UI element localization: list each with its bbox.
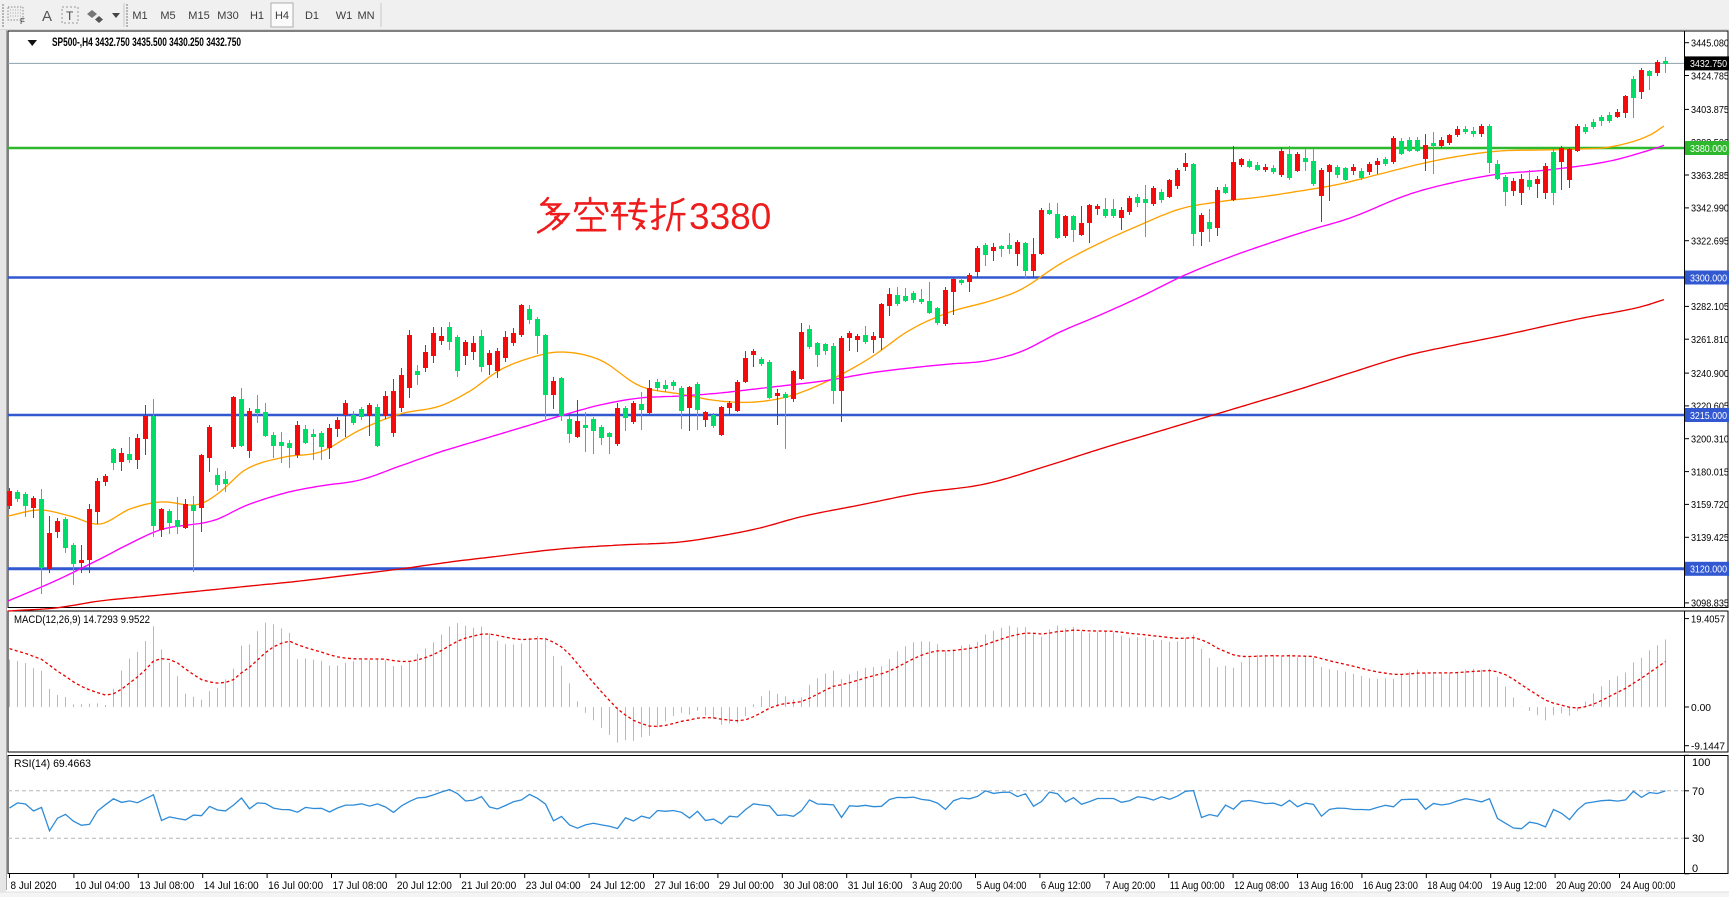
- svg-text:3 Aug 20:00: 3 Aug 20:00: [912, 880, 962, 892]
- svg-text:T: T: [66, 9, 74, 23]
- svg-text:30: 30: [1692, 833, 1704, 845]
- svg-text:20 Jul 12:00: 20 Jul 12:00: [397, 880, 452, 892]
- svg-text:3215.000: 3215.000: [1690, 410, 1727, 422]
- svg-text:13 Jul 08:00: 13 Jul 08:00: [139, 880, 194, 892]
- svg-text:MN: MN: [357, 10, 374, 22]
- svg-text:A: A: [42, 8, 52, 25]
- svg-text:31 Jul 16:00: 31 Jul 16:00: [848, 880, 903, 892]
- svg-text:18 Aug 04:00: 18 Aug 04:00: [1427, 880, 1482, 892]
- svg-text:24 Aug 00:00: 24 Aug 00:00: [1621, 880, 1676, 892]
- svg-text:17 Jul 08:00: 17 Jul 08:00: [333, 880, 388, 892]
- svg-text:3445.080: 3445.080: [1691, 38, 1729, 50]
- svg-text:3380: 3380: [689, 196, 771, 237]
- svg-text:RSI(14) 69.4663: RSI(14) 69.4663: [14, 758, 91, 770]
- svg-text:3282.105: 3282.105: [1691, 301, 1729, 313]
- svg-text:W1: W1: [336, 10, 353, 22]
- svg-text:-9.1447: -9.1447: [1691, 741, 1725, 753]
- svg-text:12 Aug 08:00: 12 Aug 08:00: [1234, 880, 1289, 892]
- svg-text:SP500-,H4 3432.750 3435.500 3: SP500-,H4 3432.750 3435.500 3430.250 343…: [52, 37, 241, 49]
- svg-text:D1: D1: [305, 10, 319, 22]
- svg-text:3098.835: 3098.835: [1691, 598, 1729, 610]
- svg-text:6 Aug 12:00: 6 Aug 12:00: [1041, 880, 1091, 892]
- svg-text:M30: M30: [217, 10, 238, 22]
- svg-text:M15: M15: [188, 10, 209, 22]
- svg-text:70: 70: [1692, 786, 1704, 798]
- svg-text:0: 0: [1692, 863, 1698, 875]
- svg-text:MACD(12,26,9) 14.7293 9.9522: MACD(12,26,9) 14.7293 9.9522: [14, 614, 150, 626]
- svg-text:3240.900: 3240.900: [1691, 368, 1729, 380]
- svg-text:100: 100: [1692, 757, 1710, 769]
- svg-text:14 Jul 16:00: 14 Jul 16:00: [204, 880, 259, 892]
- svg-text:3120.000: 3120.000: [1690, 564, 1727, 576]
- svg-text:M1: M1: [132, 10, 147, 22]
- svg-text:F: F: [20, 17, 25, 26]
- svg-text:3139.425: 3139.425: [1691, 532, 1729, 544]
- svg-text:10 Jul 04:00: 10 Jul 04:00: [75, 880, 130, 892]
- svg-text:20 Aug 20:00: 20 Aug 20:00: [1556, 880, 1611, 892]
- svg-text:30 Jul 08:00: 30 Jul 08:00: [783, 880, 838, 892]
- svg-text:3380.000: 3380.000: [1690, 143, 1727, 155]
- svg-text:19.4057: 19.4057: [1691, 614, 1725, 626]
- svg-text:H4: H4: [275, 10, 289, 22]
- svg-text:H1: H1: [250, 10, 264, 22]
- svg-text:0.00: 0.00: [1691, 702, 1711, 714]
- svg-text:19 Aug 12:00: 19 Aug 12:00: [1492, 880, 1547, 892]
- svg-text:5 Aug 04:00: 5 Aug 04:00: [977, 880, 1027, 892]
- svg-text:29 Jul 00:00: 29 Jul 00:00: [719, 880, 774, 892]
- svg-text:8 Jul 2020: 8 Jul 2020: [11, 880, 57, 892]
- svg-text:3322.695: 3322.695: [1691, 236, 1729, 248]
- svg-text:23 Jul 04:00: 23 Jul 04:00: [526, 880, 581, 892]
- svg-text:7 Aug 20:00: 7 Aug 20:00: [1105, 880, 1155, 892]
- svg-text:M5: M5: [160, 10, 175, 22]
- svg-text:21 Jul 20:00: 21 Jul 20:00: [461, 880, 516, 892]
- svg-text:11 Aug 00:00: 11 Aug 00:00: [1170, 880, 1225, 892]
- svg-text:16 Jul 00:00: 16 Jul 00:00: [268, 880, 323, 892]
- svg-text:3432.750: 3432.750: [1690, 58, 1727, 70]
- svg-text:3159.720: 3159.720: [1691, 499, 1729, 511]
- svg-text:3300.000: 3300.000: [1690, 272, 1727, 284]
- svg-text:24 Jul 12:00: 24 Jul 12:00: [590, 880, 645, 892]
- svg-text:27 Jul 16:00: 27 Jul 16:00: [655, 880, 710, 892]
- svg-text:3180.015: 3180.015: [1691, 466, 1729, 478]
- svg-text:3342.990: 3342.990: [1691, 203, 1729, 215]
- svg-text:3363.285: 3363.285: [1691, 170, 1729, 182]
- svg-text:3200.310: 3200.310: [1691, 434, 1729, 446]
- svg-text:3424.785: 3424.785: [1691, 70, 1729, 82]
- svg-text:16 Aug 23:00: 16 Aug 23:00: [1363, 880, 1418, 892]
- svg-text:3261.810: 3261.810: [1691, 334, 1729, 346]
- svg-text:13 Aug 16:00: 13 Aug 16:00: [1299, 880, 1354, 892]
- svg-text:3403.875: 3403.875: [1691, 104, 1729, 116]
